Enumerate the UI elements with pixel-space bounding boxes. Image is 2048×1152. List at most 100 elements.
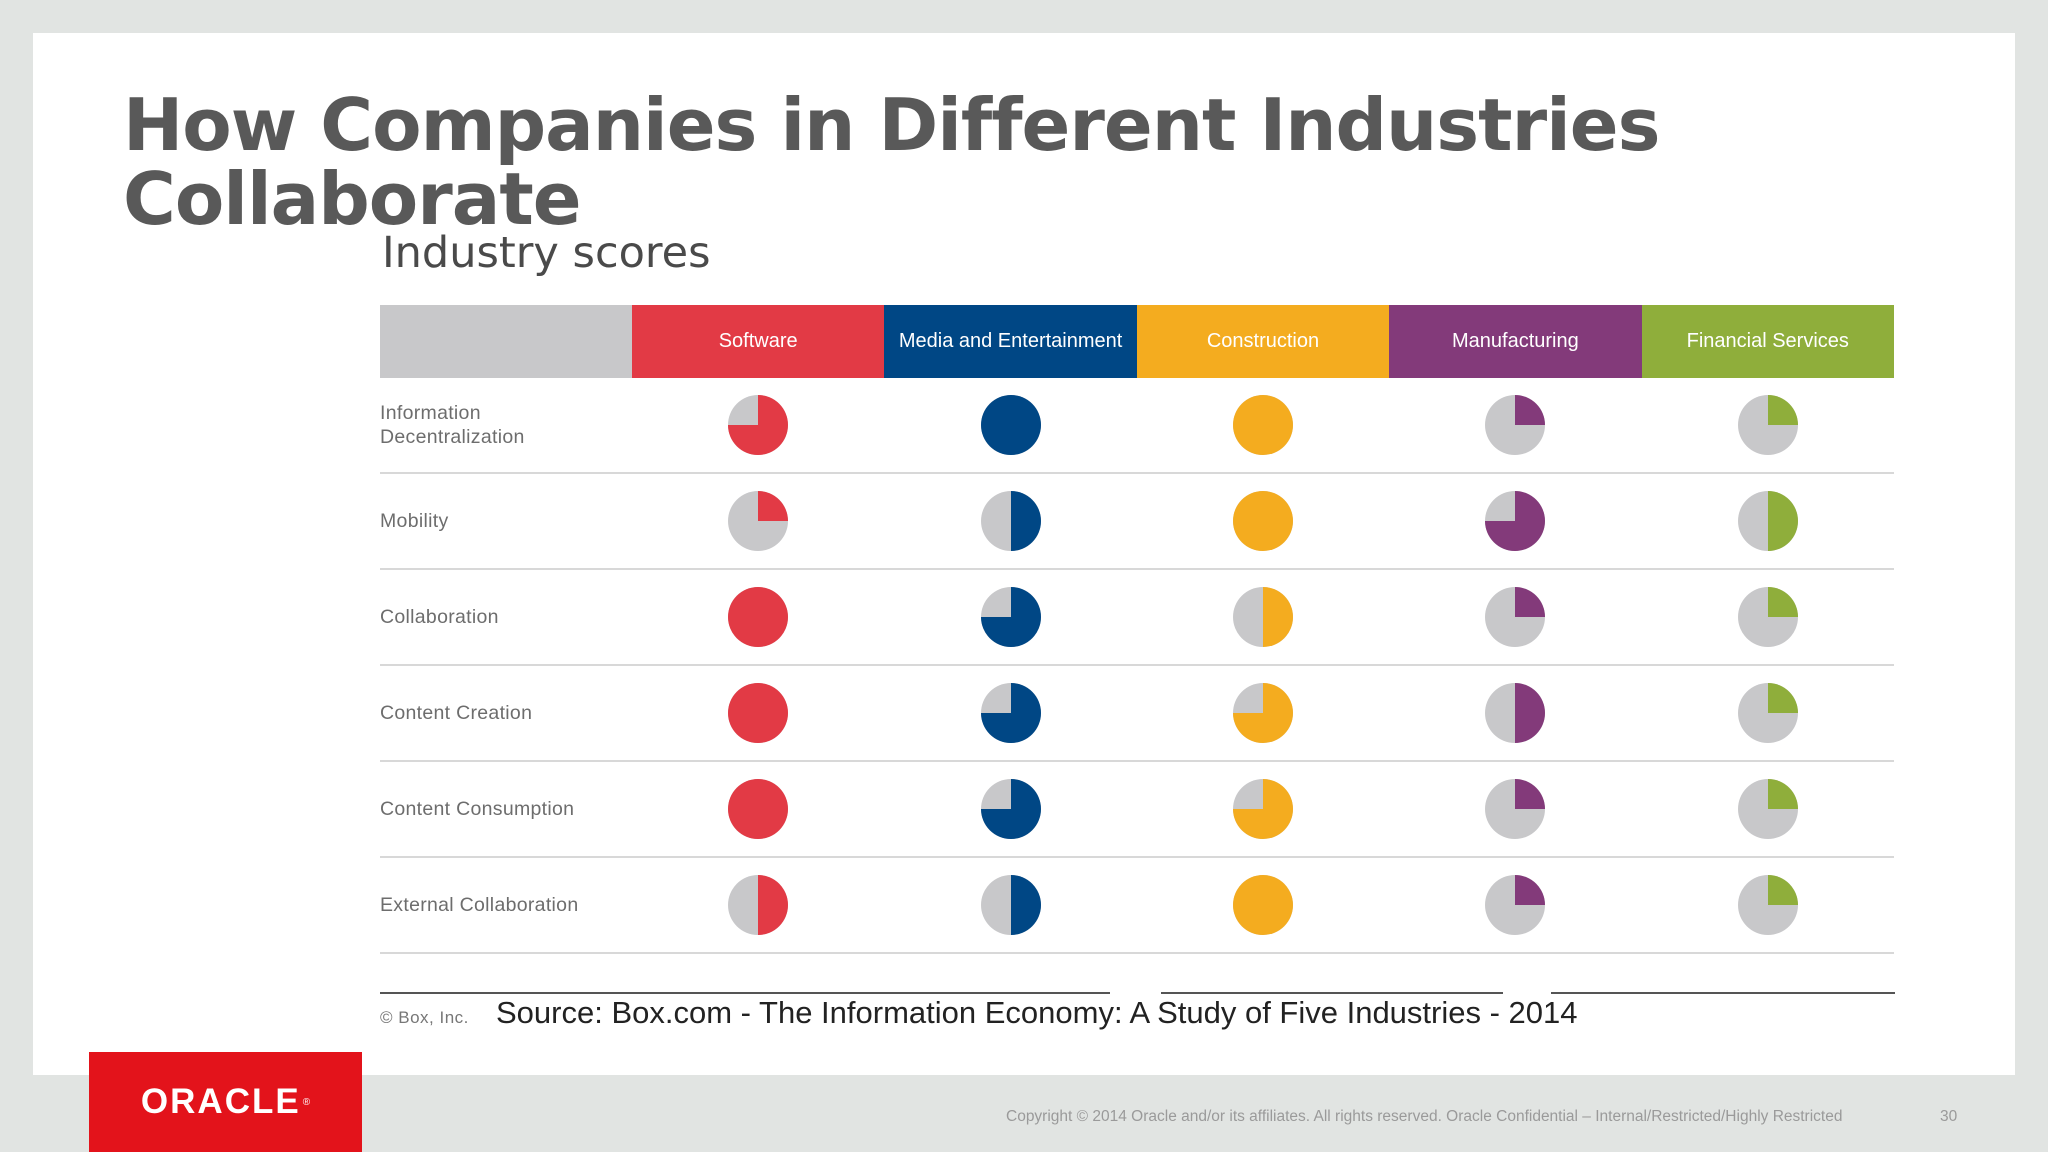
score-cell — [1642, 586, 1894, 648]
score-cell — [1137, 586, 1389, 648]
score-cell — [884, 586, 1136, 648]
harvey-ball-icon — [980, 587, 1041, 647]
score-cell — [884, 490, 1136, 552]
row-label: Content Consumption — [380, 797, 632, 821]
harvey-ball-icon — [1232, 491, 1293, 551]
score-cell — [1642, 394, 1894, 456]
harvey-ball-fill — [1515, 395, 1546, 425]
score-cell — [884, 394, 1136, 456]
score-cell — [1389, 682, 1641, 744]
oracle-logo: ORACLE ® — [89, 1052, 362, 1152]
harvey-ball-icon — [980, 395, 1041, 455]
box-copyright: © Box, Inc. — [380, 1008, 469, 1027]
harvey-ball-icon — [980, 875, 1041, 935]
slide-title-line-2: Collaborate — [123, 157, 582, 241]
score-cell — [1642, 778, 1894, 840]
harvey-ball-fill — [1515, 683, 1546, 743]
industry-header-construction: Construction — [1136, 305, 1390, 378]
harvey-ball-fill — [1232, 395, 1293, 455]
slide-title-line-1: How Companies in Different Industries — [123, 83, 1660, 167]
harvey-ball-fill — [1767, 779, 1798, 809]
harvey-ball-fill — [1232, 875, 1293, 935]
table-title: Industry scores — [382, 228, 711, 278]
harvey-ball-fill — [980, 395, 1041, 455]
footer-copyright: Copyright © 2014 Oracle and/or its affil… — [1006, 1108, 1843, 1125]
harvey-ball-icon — [1485, 683, 1546, 743]
table-row: Content Creation — [380, 666, 1894, 762]
score-cell — [1137, 490, 1389, 552]
harvey-ball-icon — [1232, 779, 1293, 839]
table-row: Mobility — [380, 474, 1894, 570]
score-cell — [1389, 394, 1641, 456]
table-row: Information Decentralization — [380, 378, 1894, 474]
header-blank-cell — [380, 305, 632, 378]
score-cell — [1137, 874, 1389, 936]
harvey-ball-icon — [1232, 875, 1293, 935]
harvey-ball-fill — [980, 587, 1041, 647]
harvey-ball-fill — [1232, 779, 1293, 839]
harvey-ball-icon — [1485, 875, 1546, 935]
score-cell — [1389, 586, 1641, 648]
harvey-ball-fill — [728, 683, 789, 743]
harvey-ball-icon — [728, 683, 789, 743]
row-label: External Collaboration — [380, 893, 632, 917]
harvey-ball-icon — [728, 587, 789, 647]
harvey-ball-icon — [1737, 491, 1798, 551]
harvey-ball-icon — [1485, 779, 1546, 839]
table-row: Collaboration — [380, 570, 1894, 666]
row-label-line: External Collaboration — [380, 894, 579, 916]
score-cell — [1389, 874, 1641, 936]
harvey-ball-icon — [1485, 587, 1546, 647]
industry-header-software: Software — [632, 305, 885, 378]
harvey-ball-fill — [980, 779, 1041, 839]
score-cell — [1137, 394, 1389, 456]
source-divider-3 — [1551, 992, 1895, 994]
score-cell — [632, 586, 884, 648]
score-cell — [632, 394, 884, 456]
score-cell — [632, 874, 884, 936]
table-row: External Collaboration — [380, 858, 1894, 954]
harvey-ball-fill — [1010, 875, 1041, 935]
source-citation: Source: Box.com - The Information Econom… — [496, 995, 1578, 1030]
harvey-ball-icon — [1485, 395, 1546, 455]
row-label-line: Collaboration — [380, 606, 499, 628]
harvey-ball-icon — [980, 779, 1041, 839]
harvey-ball-icon — [1737, 587, 1798, 647]
table-row: Content Consumption — [380, 762, 1894, 858]
score-cell — [884, 682, 1136, 744]
row-label: Content Creation — [380, 701, 632, 725]
harvey-ball-fill — [758, 491, 789, 521]
harvey-ball-fill — [1515, 587, 1546, 617]
oracle-logo-text: ORACLE — [140, 1082, 301, 1121]
score-cell — [1642, 490, 1894, 552]
harvey-ball-icon — [1737, 875, 1798, 935]
harvey-ball-fill — [1485, 491, 1546, 551]
industry-header-financial-services: Financial Services — [1641, 305, 1894, 378]
score-cell — [1389, 490, 1641, 552]
harvey-ball-icon — [728, 875, 789, 935]
row-label-line: Content Consumption — [380, 798, 575, 820]
harvey-ball-icon — [980, 683, 1041, 743]
table-header-row: Software Media and Entertainment Construct… — [380, 305, 1894, 378]
harvey-ball-fill — [758, 875, 789, 935]
row-label: Mobility — [380, 509, 632, 533]
harvey-ball-fill — [1515, 875, 1546, 905]
score-cell — [884, 874, 1136, 936]
harvey-ball-fill — [728, 779, 789, 839]
slide-title: How Companies in Different Industries Co… — [123, 88, 1660, 236]
score-cell — [632, 778, 884, 840]
score-cell — [1137, 682, 1389, 744]
harvey-ball-icon — [1737, 683, 1798, 743]
source-divider-2 — [1161, 992, 1503, 994]
source-divider-1 — [380, 992, 1110, 994]
industry-header-media-and-entertainment: Media and Entertainment — [884, 305, 1137, 378]
harvey-ball-fill — [1232, 491, 1293, 551]
harvey-ball-icon — [1232, 683, 1293, 743]
row-label-line: Mobility — [380, 510, 449, 532]
score-cell — [632, 682, 884, 744]
harvey-ball-fill — [1515, 779, 1546, 809]
score-cell — [1389, 778, 1641, 840]
harvey-ball-icon — [728, 779, 789, 839]
harvey-ball-fill — [1767, 491, 1798, 551]
row-label-line: Decentralization — [380, 426, 525, 448]
